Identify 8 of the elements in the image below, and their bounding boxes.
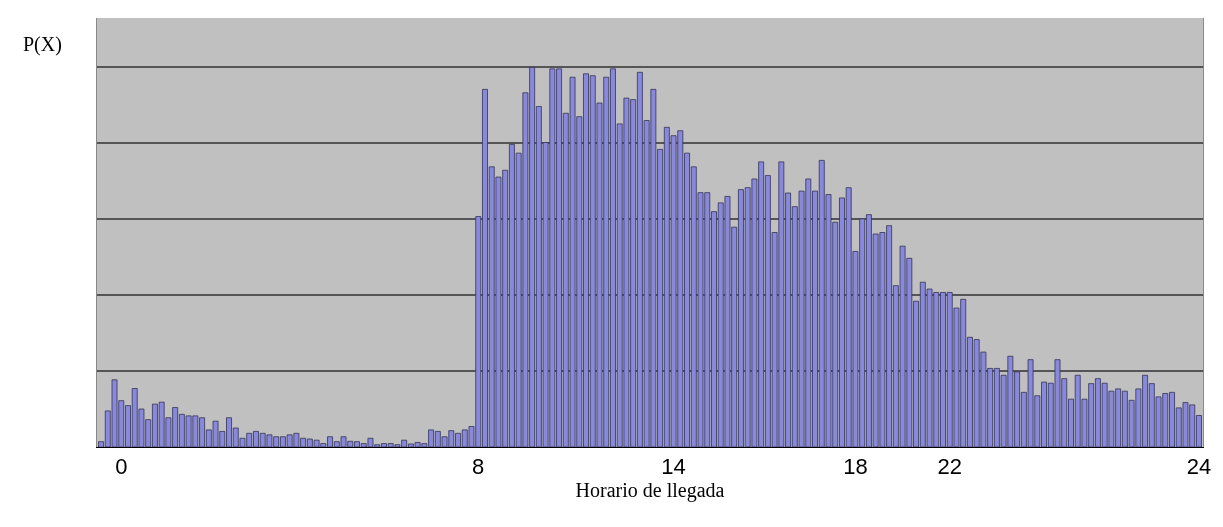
x-tick-label: 22 [937, 454, 962, 480]
x-tick-label: 24 [1186, 454, 1212, 480]
x-tick-label: 8 [472, 454, 485, 480]
x-tick-label: 14 [661, 454, 686, 480]
x-tick-label: 0 [115, 454, 128, 480]
x-tick-label: 18 [843, 454, 868, 480]
x-axis-title: Horario de llegada [575, 479, 725, 503]
y-axis-title: P(X) [23, 33, 62, 56]
